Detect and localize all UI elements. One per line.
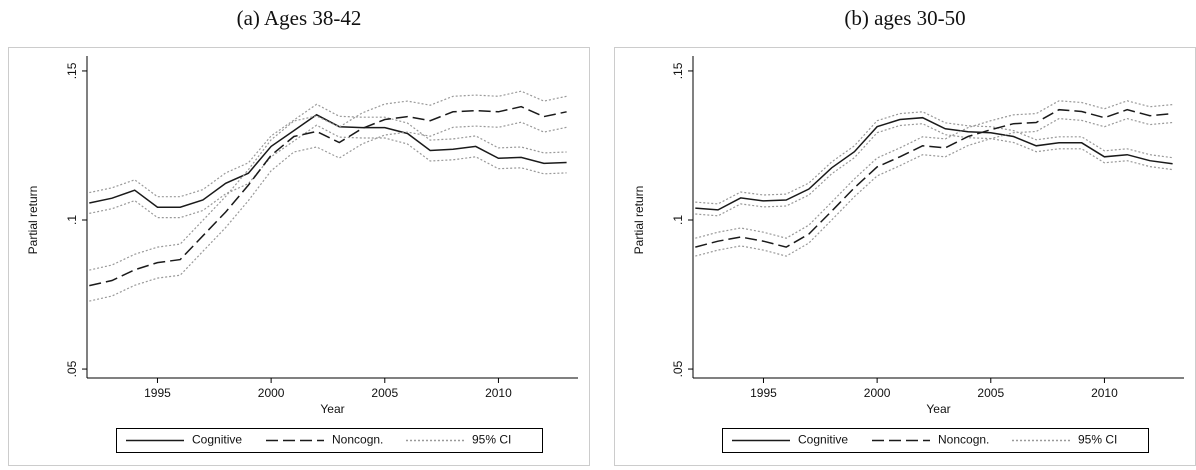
ci-line bbox=[89, 124, 567, 219]
ci-line bbox=[695, 100, 1173, 239]
ci-line bbox=[89, 90, 567, 271]
legend-box bbox=[722, 428, 1149, 453]
x-tick-label: 2000 bbox=[258, 386, 285, 400]
x-tick-label: 1995 bbox=[750, 386, 777, 400]
series-line bbox=[695, 108, 1173, 248]
x-tick-label: 2010 bbox=[1091, 386, 1118, 400]
panel: (a) Ages 38-42 .05 .1 .15 1995 2000 2005 2010 Ye… bbox=[8, 6, 590, 466]
legend-label: Cognitive bbox=[798, 433, 848, 447]
chart-title: (a) Ages 38-42 bbox=[237, 6, 362, 30]
x-tick-label: 2000 bbox=[864, 386, 891, 400]
ci-line bbox=[695, 123, 1173, 217]
series-line bbox=[89, 105, 567, 287]
y-tick-label: .15 bbox=[671, 62, 685, 79]
panel-frame bbox=[614, 47, 1196, 466]
x-axis-label: Year bbox=[926, 402, 950, 416]
ci-line bbox=[695, 111, 1173, 205]
y-tick-label: .1 bbox=[671, 215, 685, 225]
legend-label: 95% CI bbox=[472, 433, 511, 447]
legend-label: Cognitive bbox=[192, 433, 242, 447]
series-line bbox=[89, 113, 567, 208]
ci-line bbox=[89, 103, 567, 198]
ci-line bbox=[89, 121, 567, 302]
series-line bbox=[695, 116, 1173, 211]
x-tick-label: 2010 bbox=[485, 386, 512, 400]
legend-label: 95% CI bbox=[1078, 433, 1117, 447]
panel-frame bbox=[8, 47, 590, 466]
chart-title: (b) ages 30-50 bbox=[844, 6, 965, 30]
y-tick-label: .15 bbox=[65, 62, 79, 79]
panel: (b) ages 30-50 .05 .1 .15 1995 2000 2005 2010 Ye… bbox=[614, 6, 1196, 466]
y-axis-label: Partial return bbox=[26, 186, 40, 255]
x-tick-label: 2005 bbox=[977, 386, 1004, 400]
y-tick-label: .05 bbox=[65, 360, 79, 377]
y-axis-label: Partial return bbox=[632, 186, 646, 255]
x-tick-label: 1995 bbox=[144, 386, 171, 400]
y-tick-label: .1 bbox=[65, 215, 79, 225]
ci-line bbox=[695, 117, 1173, 257]
x-axis-label: Year bbox=[320, 402, 344, 416]
legend-label: Noncogn. bbox=[332, 433, 383, 447]
legend-box bbox=[116, 428, 543, 453]
legend-label: Noncogn. bbox=[938, 433, 989, 447]
y-tick-label: .05 bbox=[671, 360, 685, 377]
x-tick-label: 2005 bbox=[371, 386, 398, 400]
